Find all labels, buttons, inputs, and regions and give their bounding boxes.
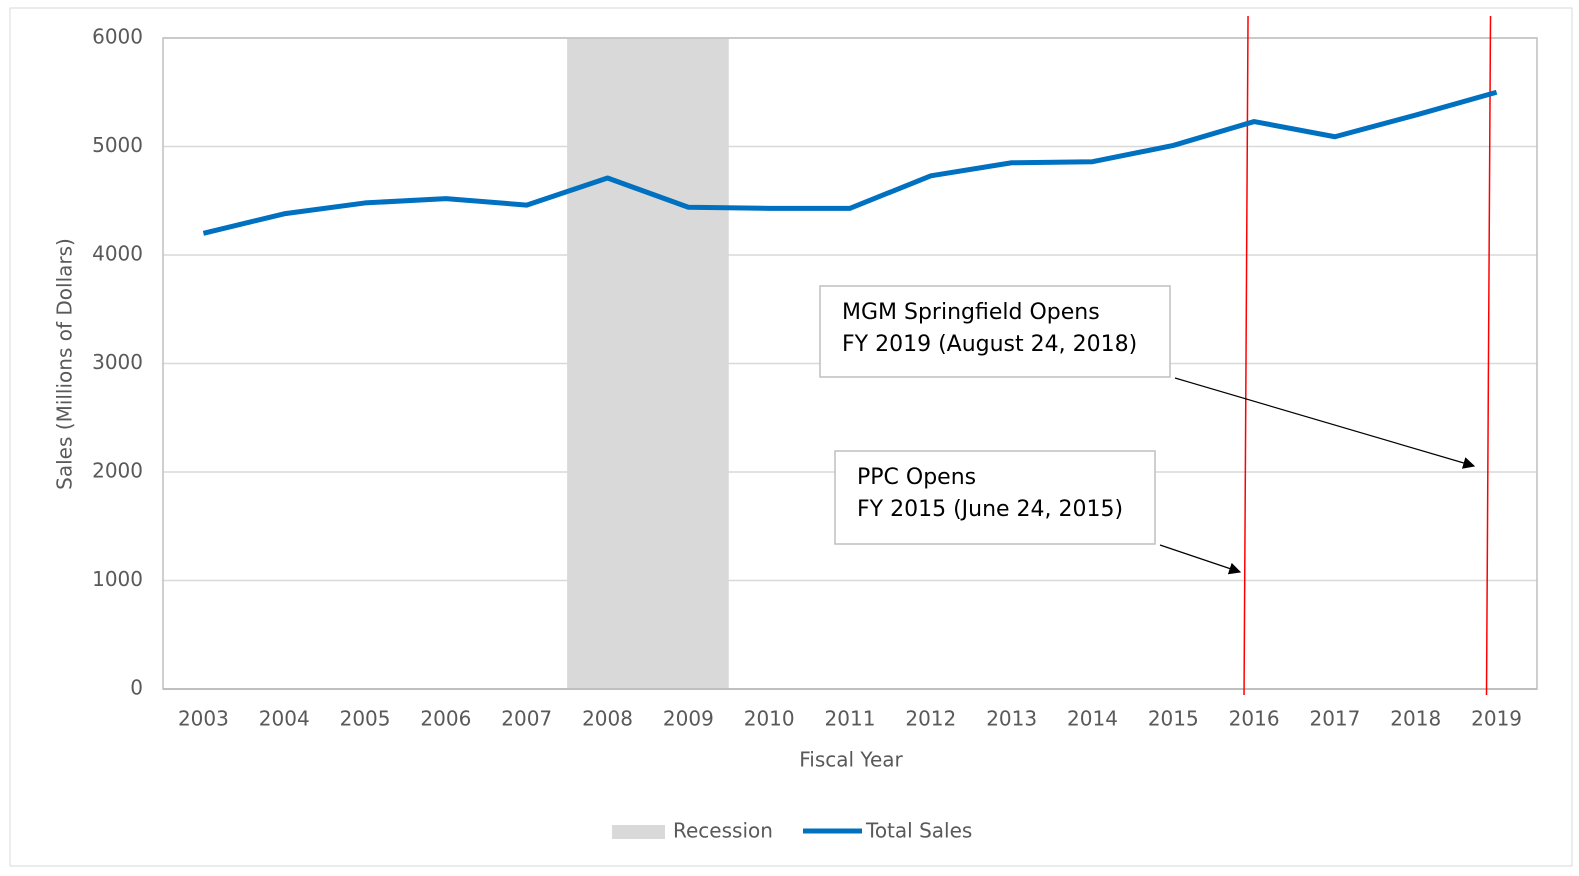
x-tick-label: 2007 [501,707,552,731]
x-tick-label: 2017 [1309,707,1360,731]
x-tick-label: 2005 [340,707,391,731]
x-tick-label: 2008 [582,707,633,731]
x-axis-label: Fiscal Year [799,748,903,772]
chart-frame [9,7,1573,867]
annotation-box [834,450,1156,545]
event-line [1485,15,1492,696]
event-line [1243,15,1249,696]
annotation-text: MGM Springfield Opens [842,300,1100,325]
x-tick-label: 2010 [744,707,795,731]
y-tick-label: 4000 [92,242,143,266]
x-tick-label: 2019 [1471,707,1522,731]
legend-label: Recession [673,819,773,843]
x-tick-label: 2012 [905,707,956,731]
y-axis-label: Sales (Millions of Dollars) [53,238,77,490]
annotation-arrow [1159,544,1242,575]
annotation-box [819,285,1171,378]
x-tick-label: 2015 [1148,707,1199,731]
y-tick-label: 0 [130,676,143,700]
x-tick-label: 2003 [178,707,229,731]
y-tick-label: 6000 [92,25,143,49]
x-tick-label: 2013 [986,707,1037,731]
legend-swatch [612,825,665,839]
annotation-text: FY 2015 (June 24, 2015) [857,497,1123,522]
annotation-text: PPC Opens [857,465,976,490]
annotation-arrow [1174,377,1476,469]
y-tick-label: 3000 [92,350,143,374]
x-tick-label: 2014 [1067,707,1118,731]
line-series [202,89,1498,236]
x-tick-label: 2011 [825,707,876,731]
y-tick-label: 2000 [92,459,143,483]
y-tick-label: 5000 [92,133,143,157]
x-tick-label: 2006 [420,707,471,731]
annotation-text: FY 2019 (August 24, 2018) [842,332,1137,357]
y-tick-label: 1000 [92,567,143,591]
x-tick-label: 2009 [663,707,714,731]
x-tick-label: 2018 [1390,707,1441,731]
x-tick-label: 2016 [1229,707,1280,731]
x-tick-label: 2004 [259,707,310,731]
legend-label: Total Sales [865,819,972,843]
